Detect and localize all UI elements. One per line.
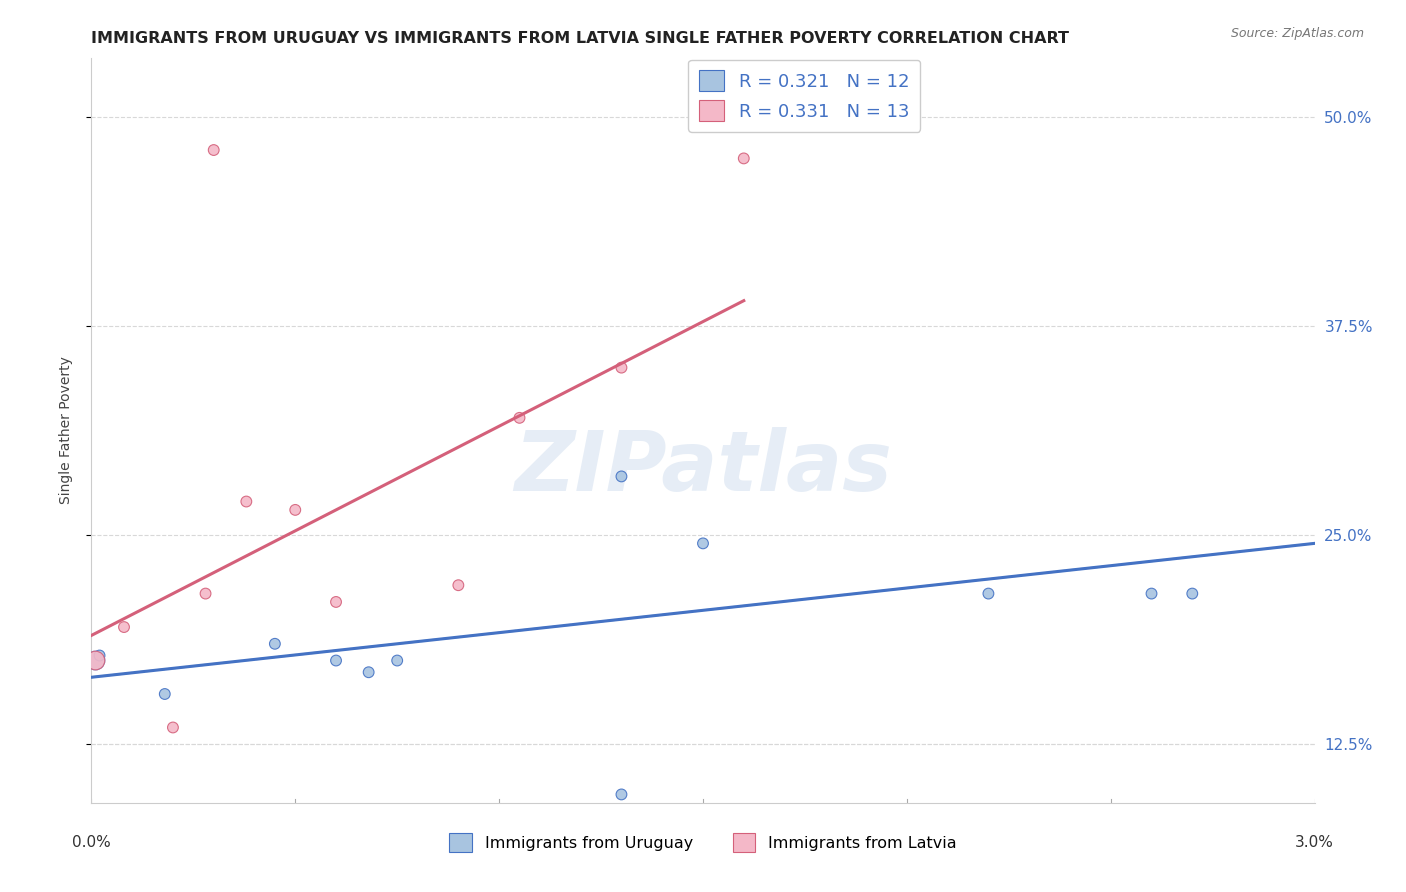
Text: IMMIGRANTS FROM URUGUAY VS IMMIGRANTS FROM LATVIA SINGLE FATHER POVERTY CORRELAT: IMMIGRANTS FROM URUGUAY VS IMMIGRANTS FR… bbox=[91, 31, 1070, 46]
Text: ZIPatlas: ZIPatlas bbox=[515, 427, 891, 508]
Point bbox=[447, 578, 470, 592]
Point bbox=[733, 152, 755, 166]
Text: Source: ZipAtlas.com: Source: ZipAtlas.com bbox=[1230, 27, 1364, 40]
Point bbox=[153, 687, 176, 701]
Point bbox=[692, 536, 714, 550]
Y-axis label: Single Father Poverty: Single Father Poverty bbox=[59, 357, 73, 504]
Point bbox=[509, 410, 531, 425]
Point bbox=[1140, 586, 1163, 600]
Point bbox=[162, 721, 184, 735]
Point bbox=[325, 595, 347, 609]
Point bbox=[84, 654, 107, 668]
Point bbox=[202, 143, 225, 157]
Point bbox=[194, 586, 217, 600]
Point bbox=[357, 665, 380, 680]
Point bbox=[977, 586, 1000, 600]
Point bbox=[84, 654, 107, 668]
Point bbox=[610, 469, 633, 483]
Point bbox=[89, 648, 111, 663]
Point bbox=[325, 654, 347, 668]
Point bbox=[385, 654, 409, 668]
Legend: Immigrants from Uruguay, Immigrants from Latvia: Immigrants from Uruguay, Immigrants from… bbox=[443, 827, 963, 858]
Point bbox=[264, 637, 287, 651]
Point bbox=[235, 494, 257, 508]
Point bbox=[112, 620, 135, 634]
Point bbox=[610, 788, 633, 802]
Text: 0.0%: 0.0% bbox=[72, 836, 111, 850]
Point bbox=[610, 360, 633, 375]
Point bbox=[284, 503, 307, 517]
Point bbox=[1181, 586, 1204, 600]
Text: 3.0%: 3.0% bbox=[1295, 836, 1334, 850]
